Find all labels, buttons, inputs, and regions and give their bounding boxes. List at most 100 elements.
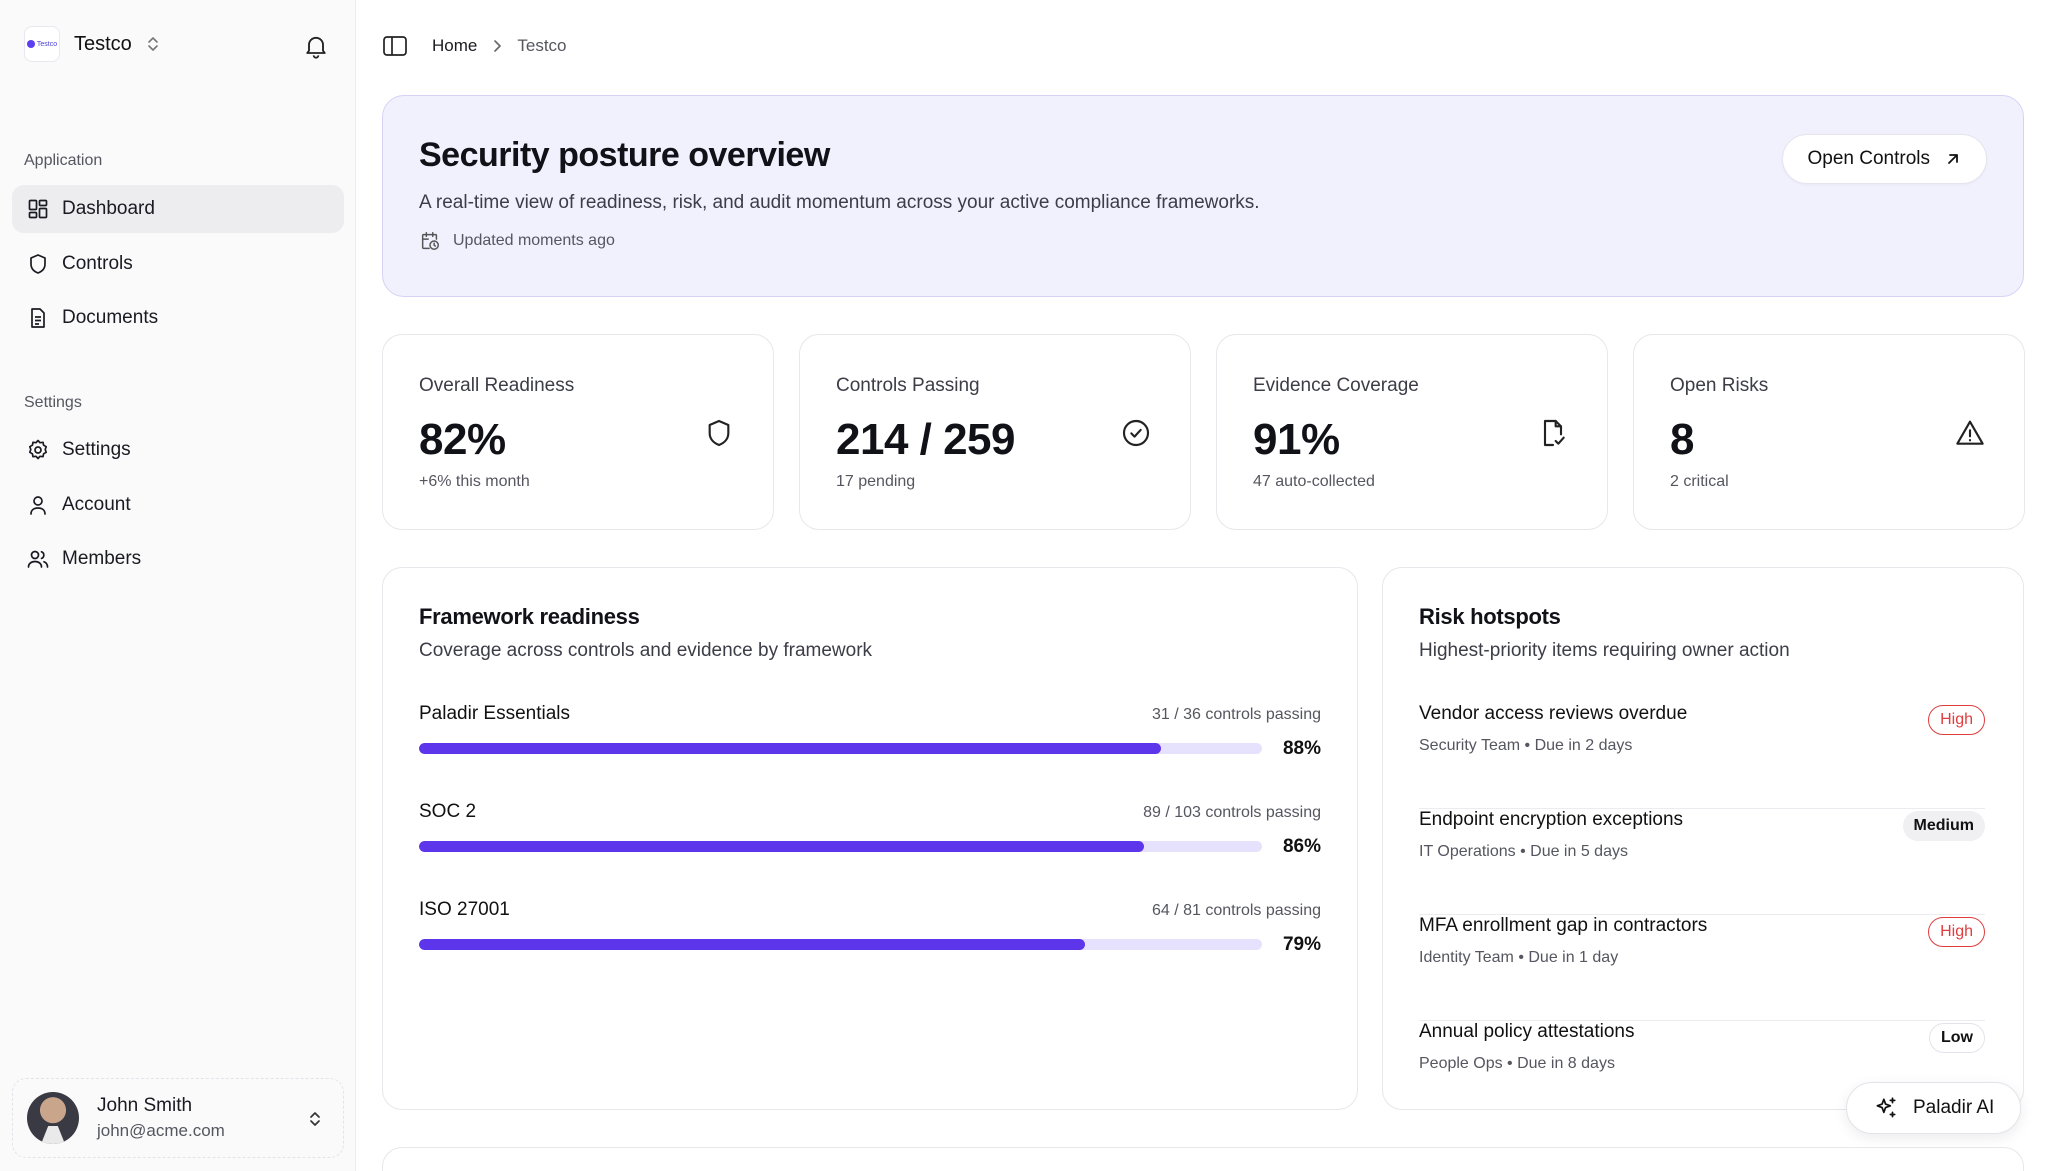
stat-note: 2 critical	[1670, 473, 1729, 490]
paladir-ai-label: Paladir AI	[1913, 1097, 1995, 1118]
framework-row[interactable]: Paladir Essentials 31 / 36 controls pass…	[419, 703, 1321, 783]
stat-label: Evidence Coverage	[1253, 375, 1419, 396]
risk-meta: Identity Team • Due in 1 day	[1419, 949, 1619, 966]
stat-card-risks: Open Risks 8 2 critical	[1633, 334, 2025, 530]
chevron-right-icon	[494, 40, 502, 52]
risk-item[interactable]: Vendor access reviews overdue Security T…	[1419, 703, 1985, 809]
progress-fill	[419, 841, 1144, 852]
framework-row[interactable]: ISO 27001 64 / 81 controls passing 79%	[419, 899, 1321, 979]
updated-text: Updated moments ago	[453, 232, 615, 249]
sidebar-item-members[interactable]: Members	[12, 535, 344, 583]
framework-count: 31 / 36 controls passing	[1152, 706, 1321, 723]
file-check-icon	[1543, 419, 1565, 447]
bell-icon[interactable]	[302, 32, 330, 60]
severity-badge: Low	[1929, 1023, 1985, 1053]
updated-status: Updated moments ago	[419, 230, 615, 252]
paladir-ai-button[interactable]: Paladir AI	[1846, 1082, 2022, 1134]
framework-name: ISO 27001	[419, 899, 510, 920]
breadcrumb: Home Testco	[382, 34, 567, 58]
framework-percent: 88%	[1282, 738, 1321, 759]
progress-fill	[419, 743, 1161, 754]
risk-meta: Security Team • Due in 2 days	[1419, 737, 1633, 754]
chevron-updown-icon	[148, 37, 158, 51]
next-section-card	[382, 1147, 2024, 1171]
warning-icon	[1956, 420, 1984, 445]
sidebar-toggle-icon[interactable]	[382, 34, 408, 58]
workspace-name: Testco	[74, 32, 132, 55]
framework-percent: 86%	[1282, 836, 1321, 857]
section-label-settings: Settings	[24, 394, 82, 411]
framework-readiness-panel: Framework readiness Coverage across cont…	[382, 567, 1358, 1110]
stat-card-evidence: Evidence Coverage 91% 47 auto-collected	[1216, 334, 1608, 530]
user-menu[interactable]: John Smith john@acme.com	[12, 1078, 344, 1158]
page-title: Security posture overview	[419, 136, 830, 174]
severity-badge: Medium	[1902, 811, 1985, 841]
framework-row[interactable]: SOC 2 89 / 103 controls passing 86%	[419, 801, 1321, 881]
risk-item[interactable]: Annual policy attestations People Ops • …	[1419, 1021, 1985, 1127]
workspace-logo: Testco	[24, 26, 60, 62]
severity-badge: High	[1928, 917, 1985, 947]
page-subtitle: A real-time view of readiness, risk, and…	[419, 192, 1260, 213]
framework-count: 89 / 103 controls passing	[1143, 804, 1321, 821]
framework-name: Paladir Essentials	[419, 703, 571, 724]
users-icon	[27, 550, 49, 568]
shield-icon	[30, 254, 46, 274]
arrow-up-right-icon	[1948, 154, 1958, 164]
stat-value: 82%	[419, 415, 506, 464]
risk-meta: People Ops • Due in 8 days	[1419, 1055, 1615, 1072]
progress-track	[419, 939, 1262, 950]
stat-card-controls: Controls Passing 214 / 259 17 pending	[799, 334, 1191, 530]
shield-icon	[708, 419, 730, 447]
stat-value: 91%	[1253, 415, 1340, 464]
dashboard-icon	[28, 199, 48, 219]
risk-title: Endpoint encryption exceptions	[1419, 809, 1684, 830]
user-icon	[30, 496, 46, 515]
user-name: John Smith	[97, 1095, 193, 1116]
risk-hotspots-panel: Risk hotspots Highest-priority items req…	[1382, 567, 2024, 1110]
sidebar-item-settings[interactable]: Settings	[12, 426, 344, 474]
open-controls-button[interactable]: Open Controls	[1782, 134, 1987, 184]
gear-icon	[28, 439, 48, 460]
sidebar-item-label: Settings	[62, 439, 131, 460]
sidebar-item-label: Account	[62, 494, 131, 515]
avatar	[27, 1092, 79, 1144]
risk-title: Annual policy attestations	[1419, 1021, 1635, 1042]
panel-subtitle: Highest-priority items requiring owner a…	[1419, 640, 1790, 661]
sidebar-item-label: Members	[62, 548, 142, 569]
sidebar-item-documents[interactable]: Documents	[12, 294, 344, 342]
progress-track	[419, 743, 1262, 754]
risk-title: MFA enrollment gap in contractors	[1419, 915, 1708, 936]
panel-title: Framework readiness	[419, 604, 640, 629]
risk-title: Vendor access reviews overdue	[1419, 703, 1688, 724]
stat-label: Controls Passing	[836, 375, 980, 396]
sidebar-item-label: Documents	[62, 307, 159, 328]
chevron-updown-icon	[310, 1112, 320, 1126]
sidebar-item-dashboard[interactable]: Dashboard	[12, 185, 344, 233]
stat-card-readiness: Overall Readiness 82% +6% this month	[382, 334, 774, 530]
progress-fill	[419, 939, 1085, 950]
panel-subtitle: Coverage across controls and evidence by…	[419, 640, 873, 661]
section-label-application: Application	[24, 152, 103, 169]
risk-item[interactable]: Endpoint encryption exceptions IT Operat…	[1419, 809, 1985, 915]
risk-item[interactable]: MFA enrollment gap in contractors Identi…	[1419, 915, 1985, 1021]
framework-name: SOC 2	[419, 801, 477, 822]
workspace-switcher[interactable]: Testco Testco	[24, 26, 160, 62]
sidebar-item-controls[interactable]: Controls	[12, 240, 344, 288]
sidebar-item-label: Controls	[62, 253, 133, 274]
panel-title: Risk hotspots	[1419, 604, 1561, 629]
framework-count: 64 / 81 controls passing	[1152, 902, 1321, 919]
check-circle-icon	[1122, 419, 1150, 447]
breadcrumb-home[interactable]: Home	[432, 36, 478, 55]
stat-note: 47 auto-collected	[1253, 473, 1375, 490]
sidebar-item-label: Dashboard	[62, 198, 155, 219]
open-controls-label: Open Controls	[1807, 148, 1930, 169]
framework-percent: 79%	[1282, 934, 1321, 955]
stat-note: 17 pending	[836, 473, 916, 490]
document-icon	[31, 308, 45, 328]
sidebar-item-account[interactable]: Account	[12, 481, 344, 529]
stat-note: +6% this month	[419, 473, 530, 490]
stat-value: 214 / 259	[836, 415, 1016, 464]
severity-badge: High	[1928, 705, 1985, 735]
sparkle-icon	[1876, 1097, 1896, 1118]
breadcrumb-current: Testco	[517, 36, 567, 55]
